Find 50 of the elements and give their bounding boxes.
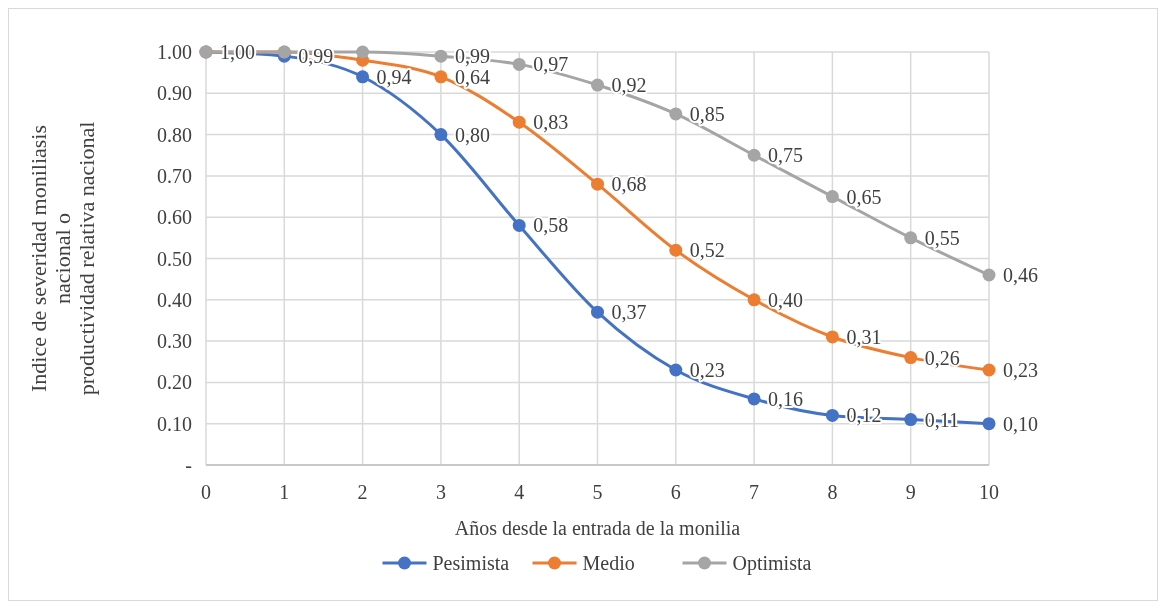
legend-label: Pesimista (432, 552, 510, 574)
y-tick-label: 0.50 (157, 247, 192, 270)
data-label: 0,52 (689, 239, 725, 262)
x-tick-label: 0 (201, 481, 211, 503)
y-tick-label: 0.90 (157, 82, 192, 105)
data-label: 0,97 (533, 53, 569, 76)
annotation: 0,64 (454, 65, 490, 88)
y-tick-label: 0.30 (157, 330, 192, 353)
x-axis-title: Años desde la entrada de la monilia (454, 517, 741, 539)
data-label: 0,23 (689, 359, 725, 382)
y-tick-label: 0.70 (157, 164, 192, 187)
data-label: 1,00 (220, 41, 255, 63)
y-axis-title: Indice de severidad moniliasis nacional o productividad relativa nacional (26, 121, 99, 396)
x-tick-label: 4 (514, 481, 525, 503)
data-label: 0,23 (1003, 359, 1038, 382)
x-tick-label: 8 (827, 481, 838, 503)
data-label: 0,94 (376, 65, 412, 88)
data-label: 0,65 (846, 185, 882, 208)
data-label: 0,99 (454, 45, 490, 68)
data-label: 0,16 (768, 387, 804, 410)
legend-label: Optimista (732, 552, 812, 575)
data-label: 0,58 (533, 214, 569, 237)
y-tick-label: 0.40 (157, 288, 192, 311)
x-tick-label: 5 (592, 481, 603, 503)
x-tick-label: 9 (905, 481, 916, 503)
data-label: 0,40 (768, 288, 804, 311)
x-tick-label: 7 (749, 481, 760, 503)
data-label: 0,31 (846, 325, 882, 348)
x-tick-label: 2 (357, 481, 368, 503)
data-label: 0,85 (689, 102, 725, 125)
data-label: 0,37 (611, 301, 647, 324)
x-tick-label: 1 (279, 481, 290, 503)
data-label: 0,83 (533, 111, 569, 134)
y-tick-label: 0.60 (157, 206, 192, 229)
data-label: 0,55 (924, 226, 960, 249)
y-tick-label: 0.80 (157, 123, 192, 146)
y-tick-label: 1.00 (157, 41, 192, 63)
x-tick-label: 3 (435, 481, 446, 503)
y-tick-label: 0.10 (157, 412, 192, 435)
data-label: 0,80 (454, 123, 490, 146)
data-label: 0,10 (1003, 412, 1038, 435)
data-label: 0,92 (611, 74, 647, 97)
data-label: 0,68 (611, 173, 647, 196)
y-tick-label: - (185, 454, 192, 476)
y-tick-label: 0.20 (157, 371, 192, 394)
data-label: 0,75 (768, 144, 804, 167)
data-label: 0,46 (1003, 264, 1038, 287)
x-tick-label: 10 (979, 481, 999, 503)
legend-label: Medio (582, 552, 635, 574)
x-tick-label: 6 (670, 481, 681, 503)
